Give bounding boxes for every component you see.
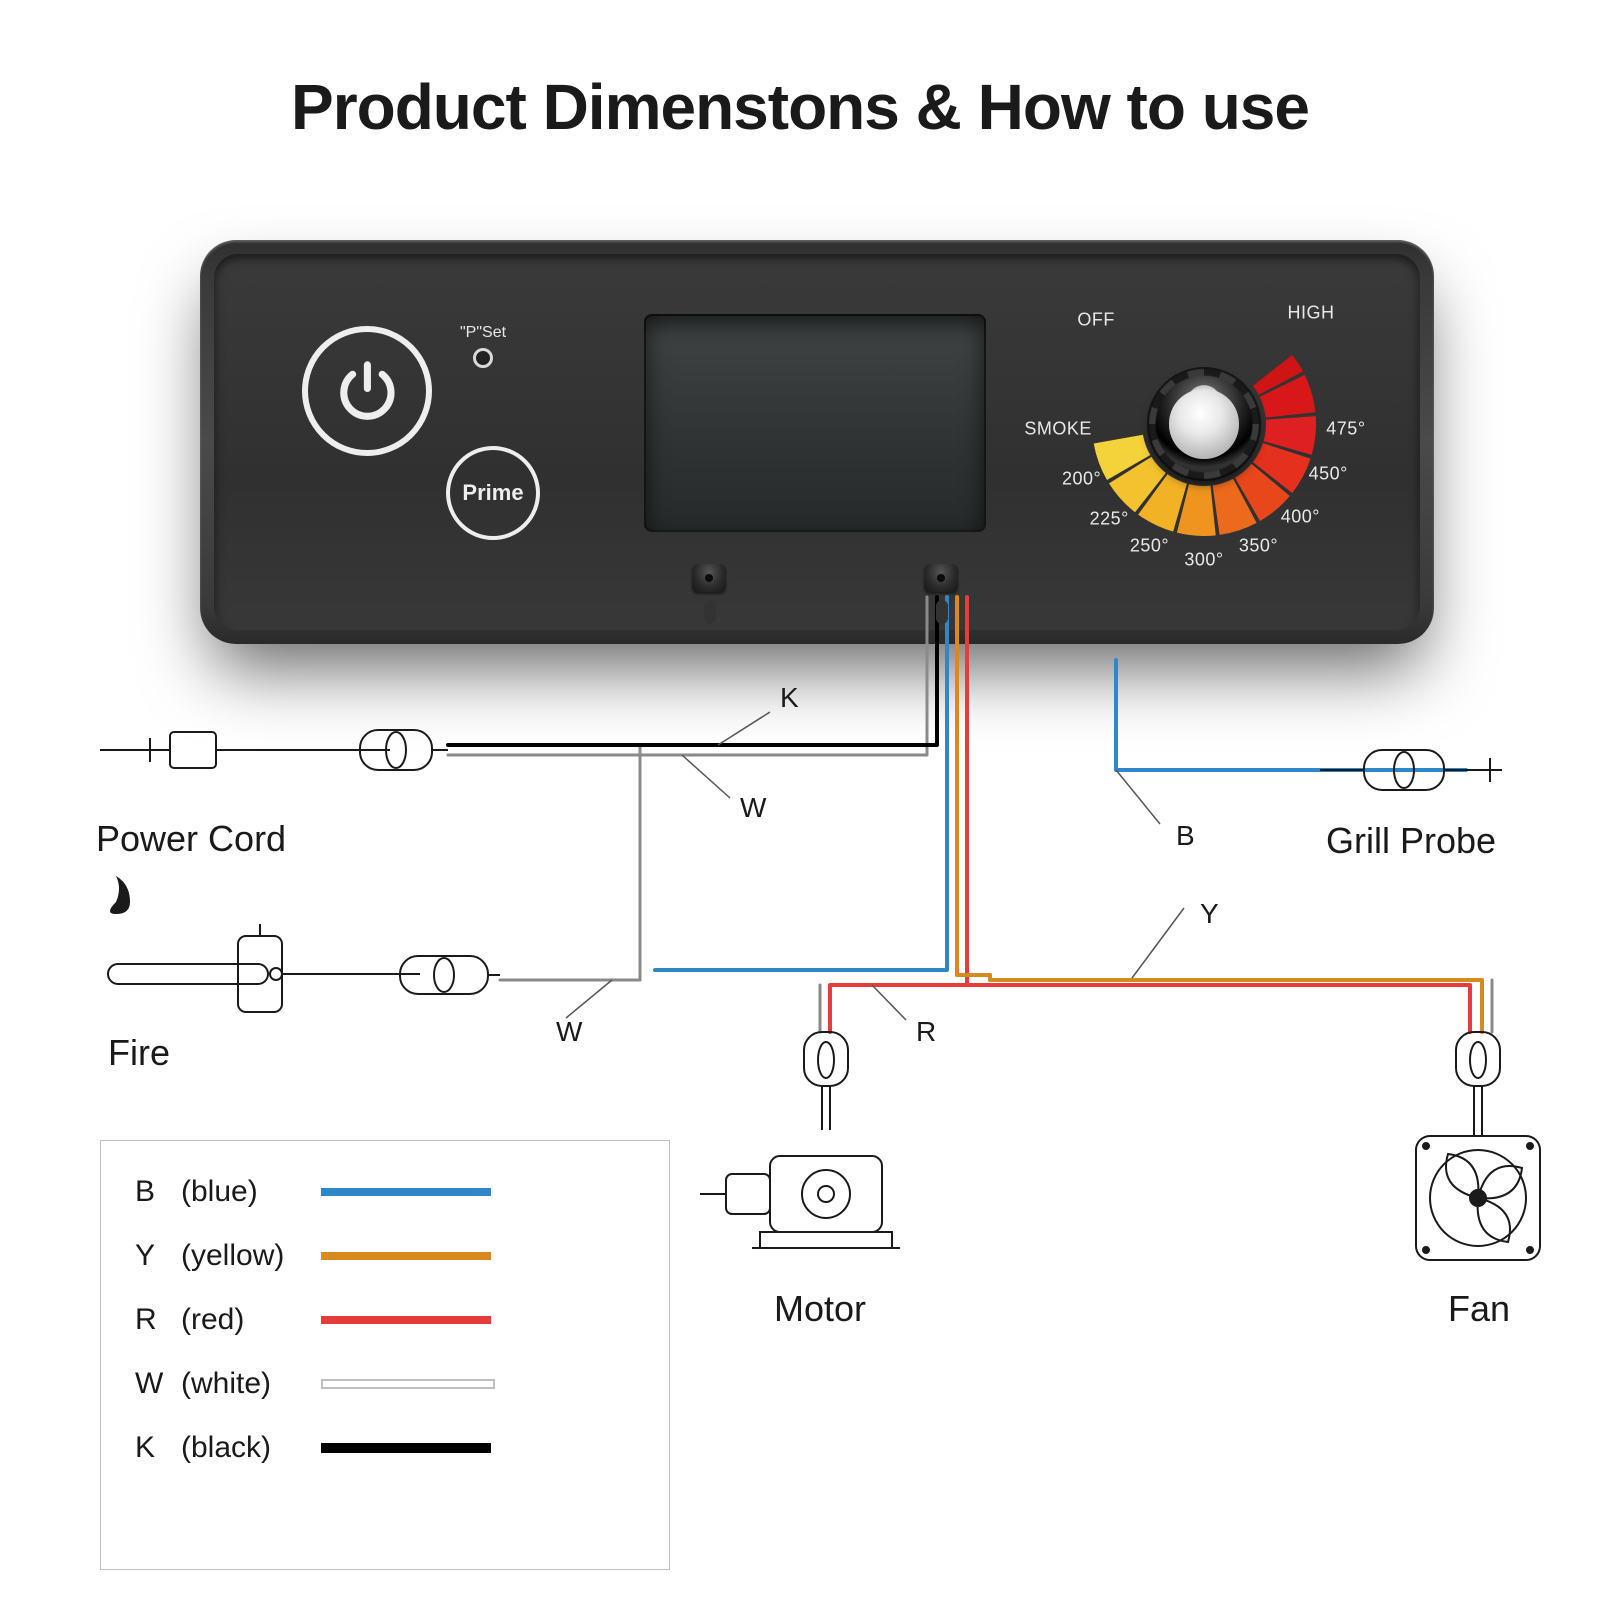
diagram-canvas: Product Dimenstons & How to use Prime "P… <box>0 0 1600 1600</box>
legend-name: (blue) <box>181 1175 321 1209</box>
legend-code: W <box>135 1367 181 1401</box>
motor-icon <box>700 1032 900 1248</box>
fan-label: Fan <box>1448 1288 1510 1330</box>
legend-code: R <box>135 1303 181 1337</box>
dial-tick-label: 225° <box>1090 508 1129 529</box>
probe-port-2[interactable] <box>924 564 958 592</box>
callout-leader <box>682 755 730 798</box>
wire-R_trunk <box>830 597 967 1032</box>
legend-swatch <box>321 1443 491 1453</box>
wire-R_right <box>967 985 1470 1032</box>
pset-led-icon <box>473 348 493 368</box>
dial-tick-label: 450° <box>1309 464 1348 485</box>
wire-callout-W: W <box>740 792 766 824</box>
color-legend: B(blue)Y(yellow)R(red)W(white)K(black) <box>100 1140 670 1570</box>
controller-panel-face: Prime "P"Set SMOKE 200° 225°250° 300° 350°40… <box>214 254 1420 630</box>
grill_probe-label: Grill Probe <box>1326 820 1496 862</box>
prime-button-label: Prime <box>462 480 523 506</box>
wire-Y_trunk <box>957 597 1482 1032</box>
legend-name: (white) <box>181 1367 321 1401</box>
temperature-dial[interactable]: SMOKE200°225°250°300°350°400°450°475°OFF… <box>1062 282 1346 566</box>
legend-name: (black) <box>181 1431 321 1465</box>
page-title: Product Dimenstons & How to use <box>0 70 1600 144</box>
power-cord-icon <box>100 730 448 770</box>
pset-label: "P"Set <box>460 324 506 341</box>
pset-indicator: "P"Set <box>460 324 506 368</box>
lcd-screen <box>644 314 986 532</box>
callout-leader <box>872 985 906 1020</box>
dial-tick-label: 250° <box>1130 536 1169 557</box>
wire-W_fire <box>500 970 640 980</box>
legend-row-B: B(blue) <box>135 1175 635 1209</box>
legend-swatch <box>321 1252 491 1260</box>
dial-tick-label: SMOKE <box>1024 419 1092 440</box>
wire-callout-R: R <box>916 1016 936 1048</box>
callout-leader <box>1116 770 1160 824</box>
power_cord-label: Power Cord <box>96 818 286 860</box>
dial-knob[interactable] <box>1150 370 1258 478</box>
dial-tick-label: HIGH <box>1287 303 1334 324</box>
legend-name: (red) <box>181 1303 321 1337</box>
motor-label: Motor <box>774 1288 866 1330</box>
callout-leader <box>566 980 612 1018</box>
fan-icon <box>1416 1032 1540 1260</box>
callout-leader <box>718 712 770 745</box>
legend-swatch <box>321 1379 495 1389</box>
legend-row-R: R(red) <box>135 1303 635 1337</box>
legend-code: K <box>135 1431 181 1465</box>
legend-row-K: K(black) <box>135 1431 635 1465</box>
probe-port-1[interactable] <box>692 564 726 592</box>
power-icon <box>332 356 403 427</box>
controller-panel: Prime "P"Set SMOKE 200° 225°250° 300° 350°40… <box>200 240 1434 644</box>
legend-row-Y: Y(yellow) <box>135 1239 635 1273</box>
dial-tick-label: 300° <box>1184 550 1223 571</box>
grill-probe-icon <box>1320 750 1502 790</box>
legend-row-W: W(white) <box>135 1367 635 1401</box>
wire-callout-K: K <box>780 682 799 714</box>
prime-button[interactable]: Prime <box>446 446 540 540</box>
wire-callout-Y: Y <box>1200 898 1219 930</box>
dial-tick-label: 400° <box>1281 507 1320 528</box>
legend-code: B <box>135 1175 181 1209</box>
wire-B_probe <box>1116 660 1466 770</box>
fire-label: Fire <box>108 1032 170 1074</box>
power-button[interactable] <box>302 326 432 456</box>
wire-B_trunk <box>655 597 947 970</box>
wire-callout-W: W <box>556 1016 582 1048</box>
legend-code: Y <box>135 1239 181 1273</box>
legend-swatch <box>321 1188 491 1196</box>
dial-tick-label: 475° <box>1326 418 1365 439</box>
wire-callout-B: B <box>1176 820 1195 852</box>
callout-leader <box>1132 908 1184 978</box>
dial-tick-label: OFF <box>1077 309 1115 330</box>
dial-tick-label: 200° <box>1062 468 1101 489</box>
legend-name: (yellow) <box>181 1239 321 1273</box>
fire-igniter-icon <box>108 876 500 1012</box>
legend-swatch <box>321 1316 491 1324</box>
dial-tick-label: 350° <box>1239 536 1278 557</box>
